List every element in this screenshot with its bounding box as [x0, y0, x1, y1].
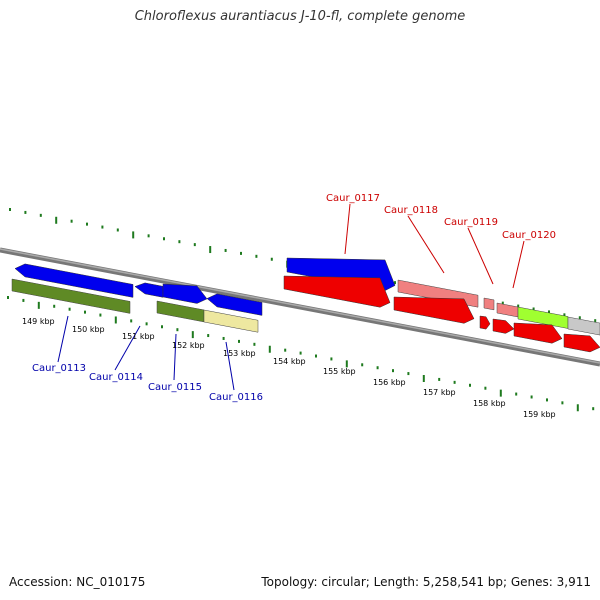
kbp-label: 157 kbp [423, 388, 456, 397]
genome-summary-text: Topology: circular; Length: 5,258,541 bp… [261, 575, 591, 589]
leader-line [407, 215, 445, 274]
forward-gene-arrow [162, 283, 208, 304]
reverse-gene-arrow [206, 293, 263, 316]
inner-tick-ring [7, 296, 595, 412]
leader-line [512, 240, 525, 289]
kbp-label: 150 kbp [72, 325, 105, 334]
leader-line [225, 341, 235, 391]
category-bar [156, 300, 205, 323]
kbp-label: 151 kbp [122, 332, 155, 341]
kbp-label: 153 kbp [223, 349, 256, 358]
kbp-label: 152 kbp [172, 341, 205, 350]
category-bar [496, 302, 519, 318]
label-leader-lines [57, 203, 525, 391]
gene-label-reverse: Caur_0118 [384, 205, 438, 216]
kbp-label: 149 kbp [22, 317, 55, 326]
gene-label-forward: Caur_0116 [209, 392, 263, 403]
forward-gene-arrow [393, 296, 475, 324]
gene-label-forward: Caur_0115 [148, 382, 202, 393]
accession-text: Accession: NC_010175 [9, 575, 146, 589]
forward-gene-arrow [283, 275, 391, 308]
leader-line [57, 315, 69, 363]
category-bar [203, 309, 259, 333]
kbp-label: 156 kbp [373, 378, 406, 387]
forward-gene-arrow [492, 318, 515, 334]
leader-line [344, 203, 351, 255]
kbp-label: 159 kbp [523, 410, 556, 419]
backbone [0, 247, 600, 367]
reverse-gene-arrow [134, 282, 164, 298]
gene-label-forward: Caur_0114 [89, 372, 143, 383]
kbp-label: 158 kbp [473, 399, 506, 408]
category-bar [11, 278, 131, 314]
forward-gene-arrow [563, 333, 600, 353]
gene-label-reverse: Caur_0120 [502, 230, 556, 241]
forward-gene-arrow [479, 315, 491, 330]
feature-tracks [11, 257, 600, 353]
kbp-label: 154 kbp [273, 357, 306, 366]
leader-line [114, 325, 141, 371]
kbp-scale-labels: 149 kbp 150 kbp 151 kbp 152 kbp 153 kbp 154 k… [22, 317, 556, 419]
kbp-label: 155 kbp [323, 367, 356, 376]
leader-line [173, 333, 177, 381]
reverse-gene-arrow [14, 263, 134, 298]
map-title: Chloroflexus aurantiacus J-10-fl, comple… [134, 9, 466, 24]
gene-label-forward: Caur_0113 [32, 363, 86, 374]
forward-gene-arrow [513, 322, 563, 344]
leader-line [467, 227, 494, 285]
gene-label-reverse: Caur_0117 [326, 193, 380, 204]
category-bar [483, 297, 495, 311]
category-bar [567, 316, 600, 336]
gene-label-reverse: Caur_0119 [444, 217, 498, 228]
